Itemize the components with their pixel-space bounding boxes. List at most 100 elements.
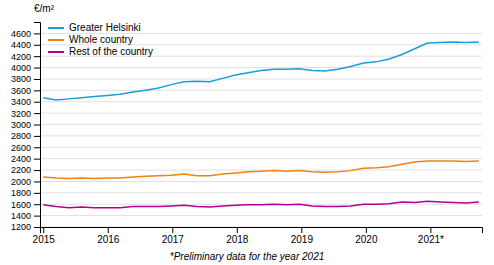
tick-label: 3800 — [11, 74, 31, 84]
tick: 2800 — [11, 131, 40, 141]
tick-label: 3400 — [11, 97, 31, 107]
tick-mark — [34, 181, 40, 182]
tick-mark — [301, 227, 302, 233]
plot-area: 2015 2016 2017 2018 2019 2020 2021* 12001400160… — [11, 22, 483, 245]
tick: 2015 — [33, 227, 56, 245]
tick: 3200 — [11, 108, 40, 118]
tick-mark — [34, 125, 40, 126]
grid-line — [40, 90, 482, 91]
tick-mark — [108, 227, 109, 233]
tick-label: 1200 — [11, 222, 31, 232]
legend-item: Greater Helsinki — [48, 22, 141, 33]
tick: 2021* — [418, 227, 444, 245]
tick-mark — [366, 227, 367, 233]
grid-line — [40, 158, 482, 159]
tick: 4400 — [11, 40, 40, 50]
tick-mark — [34, 170, 40, 171]
grid-line — [40, 78, 482, 79]
legend-label: Rest of the country — [69, 46, 153, 57]
tick-mark — [34, 79, 40, 80]
lines — [43, 42, 479, 208]
tick: 3000 — [11, 120, 40, 130]
axis-line — [41, 228, 483, 234]
tick-mark — [34, 56, 40, 57]
tick: 2600 — [11, 143, 40, 153]
grid-line — [40, 67, 482, 68]
x-axis: 2015 2016 2017 2018 2019 2020 2021* — [33, 227, 483, 245]
tick-mark — [34, 159, 40, 160]
tick-label: 2019 — [291, 234, 314, 245]
grid-line — [40, 170, 482, 171]
tick-label: 2400 — [11, 154, 31, 164]
grid-line — [40, 113, 482, 114]
y-axis: 120014001600 18002000 220024002600 28003000… — [11, 23, 41, 233]
tick: 2016 — [97, 227, 120, 245]
tick-label: 2020 — [355, 234, 378, 245]
legend-swatch — [48, 51, 64, 53]
tick: 4600 — [11, 29, 40, 39]
tick-mark — [430, 227, 431, 233]
tick-label: 1400 — [11, 211, 31, 221]
chart: 2015 2016 2017 2018 2019 2020 2021* 12001400160… — [0, 0, 494, 265]
tick-label: 2015 — [33, 234, 56, 245]
tick-label: 4600 — [11, 29, 31, 39]
tick: 2017 — [162, 227, 185, 245]
legend-label: Whole country — [69, 34, 133, 45]
tick-mark — [34, 204, 40, 205]
legend-swatch — [48, 39, 64, 41]
tick: 2200 — [11, 165, 40, 175]
tick: 3800 — [11, 74, 40, 84]
tick-mark — [43, 227, 44, 233]
tick: 2019 — [291, 227, 314, 245]
grid-line — [40, 135, 482, 136]
legend-swatch — [48, 27, 64, 29]
tick-mark — [34, 227, 40, 228]
tick: 1200 — [11, 222, 40, 232]
tick-mark — [34, 33, 40, 34]
tick-label: 2016 — [97, 234, 120, 245]
tick: 4000 — [11, 63, 40, 73]
grid — [40, 33, 482, 227]
y-axis-label: €/m² — [34, 3, 55, 14]
line — [43, 201, 479, 207]
tick-mark — [237, 227, 238, 233]
legend-item: Whole country — [48, 34, 133, 45]
grid-line — [40, 215, 482, 216]
tick-label: 4200 — [11, 52, 31, 62]
tick: 2400 — [11, 154, 40, 164]
annotation: *Preliminary data for the year 2021 — [170, 251, 325, 262]
tick-mark — [34, 147, 40, 148]
line — [43, 161, 479, 179]
tick-label: 1600 — [11, 200, 31, 210]
line — [43, 42, 479, 100]
tick: 1400 — [11, 211, 40, 221]
tick-mark — [34, 102, 40, 103]
tick-label: 2018 — [226, 234, 249, 245]
tick-mark — [34, 90, 40, 91]
tick-label: 3600 — [11, 86, 31, 96]
grid-line — [40, 192, 482, 193]
tick: 4200 — [11, 52, 40, 62]
legend-label: Greater Helsinki — [69, 22, 141, 33]
grid-line — [40, 147, 482, 148]
tick-label: 3200 — [11, 108, 31, 118]
tick-mark — [34, 113, 40, 114]
legend-item: Rest of the country — [48, 46, 153, 57]
tick-label: 1800 — [11, 188, 31, 198]
tick: 2020 — [355, 227, 378, 245]
tick: 3600 — [11, 86, 40, 96]
tick: 1600 — [11, 200, 40, 210]
tick-label: 2021* — [418, 234, 444, 245]
tick-mark — [34, 68, 40, 69]
tick: 1800 — [11, 188, 40, 198]
tick-mark — [34, 45, 40, 46]
legend: Greater HelsinkiWhole countryRest of the… — [48, 22, 153, 57]
tick-mark — [34, 136, 40, 137]
tick-label: 2600 — [11, 143, 31, 153]
axis-line — [34, 23, 41, 228]
tick-label: 2800 — [11, 131, 31, 141]
tick-label: 4400 — [11, 40, 31, 50]
tick-label: 2000 — [11, 177, 31, 187]
tick-label: 2200 — [11, 165, 31, 175]
grid-line — [40, 124, 482, 125]
